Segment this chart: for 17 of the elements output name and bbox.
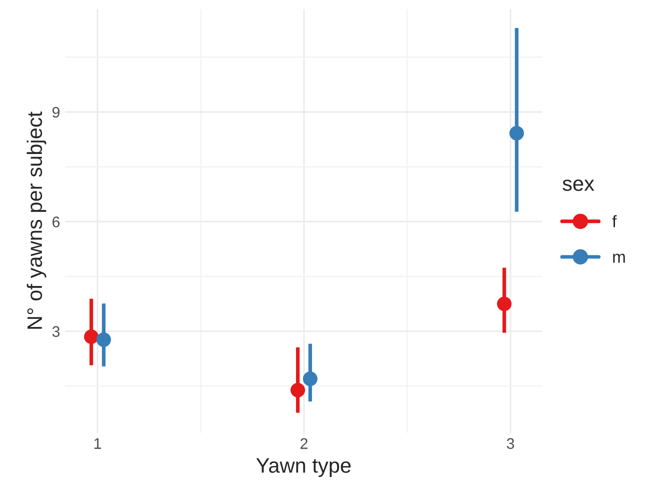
legend-title: sex — [562, 180, 594, 191]
point — [96, 332, 111, 347]
legend-label: f — [612, 215, 617, 228]
y-tick-label: 6 — [52, 216, 60, 228]
y-axis-title: N° of yawns per subject — [26, 112, 46, 329]
point — [497, 296, 512, 312]
x-tick-label: 2 — [300, 438, 308, 449]
y-tick-label: 9 — [52, 106, 60, 118]
legend-label: m — [613, 254, 625, 263]
point — [84, 329, 99, 344]
point — [509, 126, 524, 140]
x-axis-title: Yawn type — [256, 458, 351, 477]
y-tick-label: 3 — [52, 326, 60, 337]
x-tick-label: 1 — [94, 438, 102, 449]
point — [290, 382, 306, 398]
point — [302, 372, 318, 386]
x-tick-label: 3 — [506, 438, 514, 449]
